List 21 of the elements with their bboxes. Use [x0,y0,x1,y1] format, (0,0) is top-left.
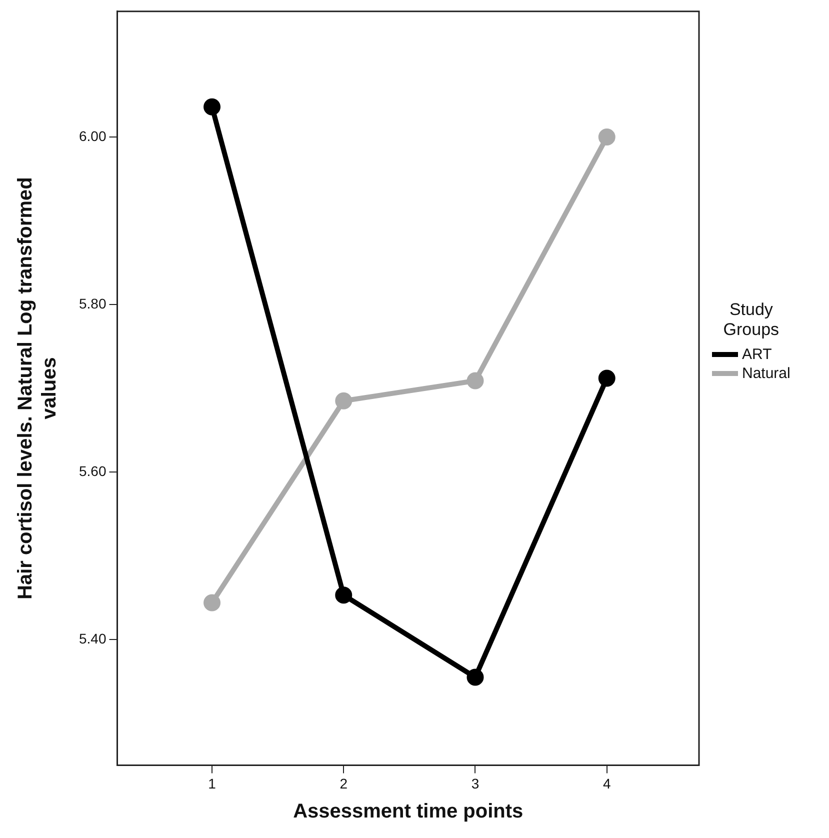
legend-label: ART [742,346,772,363]
point [335,586,352,604]
x-tick-label: 2 [340,775,348,792]
y-tick-label: 5.40 [79,630,106,646]
point [204,98,221,116]
point [204,594,221,612]
point [598,370,616,387]
point [466,372,484,390]
y-tick-label: 5.60 [79,462,106,479]
x-tick-label: 3 [471,775,480,792]
legend-label: Natural [742,365,790,382]
point [466,668,484,686]
y-tick-label: 5.80 [79,295,106,312]
x-tick-label: 1 [208,775,216,792]
x-tick-label: 4 [602,775,611,792]
point [335,392,352,410]
legend-title: Study Groups [722,300,780,340]
point [598,128,616,146]
x-axis-title: Assessment time points [293,800,524,823]
y-tick-label: 6.00 [79,128,106,144]
y-axis-title: Hair cortisol levels. Natural Log transformed values [14,177,61,600]
